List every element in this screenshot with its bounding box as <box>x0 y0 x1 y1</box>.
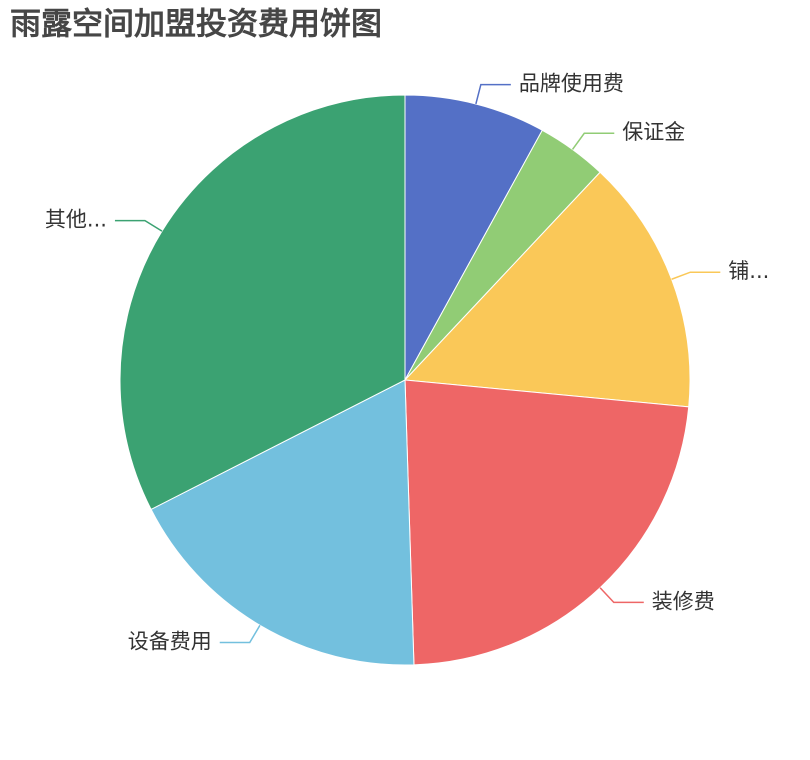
leader-line <box>571 132 615 150</box>
leader-line <box>599 587 644 604</box>
pie-slice <box>404 94 543 381</box>
slice-label: 装修费 <box>652 589 715 613</box>
slice-label: 铺... <box>728 259 769 283</box>
leader-line <box>475 83 511 105</box>
leader-line <box>114 219 163 232</box>
leader-line <box>219 624 261 644</box>
pie-slice <box>150 379 415 666</box>
slice-label: 保证金 <box>622 120 685 144</box>
pie-slice <box>404 379 690 666</box>
chart-title: 雨露空间加盟投资费用饼图 <box>10 7 382 43</box>
pie-slice <box>403 171 691 408</box>
slice-label: 设备费用 <box>128 630 212 654</box>
pie-slice <box>119 94 406 511</box>
slice-label: 品牌使用费 <box>519 72 624 96</box>
leader-line <box>671 271 721 280</box>
slice-label: 其他... <box>45 208 107 232</box>
